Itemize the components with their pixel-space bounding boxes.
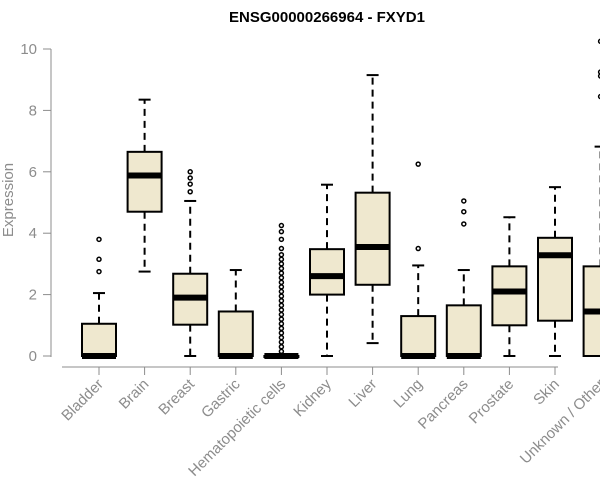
x-tick-label: Lung: [390, 376, 426, 412]
y-tick-label: 4: [29, 225, 37, 242]
box: [126, 150, 163, 213]
box-group: [400, 161, 437, 359]
outlier-point: [278, 344, 285, 350]
x-tick-label: Gastric: [198, 375, 244, 421]
outlier-point: [461, 198, 467, 204]
outlier-point: [278, 330, 285, 336]
outlier-point: [278, 334, 285, 341]
y-tick-label: 2: [29, 287, 37, 304]
boxes: [81, 38, 600, 359]
box: [81, 322, 117, 358]
outlier-point: [415, 245, 421, 252]
chart-title: ENSG00000266964 - FXYD1: [229, 9, 425, 26]
outlier-point: [187, 169, 193, 175]
outlier-point: [187, 189, 193, 195]
outlier-point: [96, 236, 102, 243]
outlier-point: [278, 236, 285, 243]
outlier-point: [278, 228, 285, 235]
outlier-point: [597, 69, 600, 75]
box-group: [354, 74, 391, 345]
outlier-point: [278, 348, 285, 355]
box: [445, 304, 482, 357]
box: [354, 191, 391, 286]
outlier-point: [278, 222, 285, 229]
y-ticks: 0 2 4 6 8 10: [20, 41, 51, 365]
x-tick-label: Bladder: [58, 376, 107, 425]
box-group: [445, 198, 482, 359]
y-axis-label: Expression: [0, 163, 17, 237]
outlier-point: [278, 261, 285, 267]
outlier-point: [278, 293, 285, 299]
y-tick-label: 10: [20, 41, 37, 58]
outlier-point: [96, 256, 102, 263]
box-group: [309, 183, 345, 357]
outlier-point: [96, 268, 102, 275]
outlier-point: [187, 175, 193, 181]
outlier-point: [187, 181, 193, 187]
y-tick-label: 0: [29, 348, 37, 365]
outlier-point: [278, 307, 285, 313]
x-tick-label: Prostate: [466, 376, 518, 428]
box-group: [537, 186, 573, 357]
outlier-point: [597, 38, 600, 45]
box-group: [172, 169, 209, 357]
outlier-point: [461, 221, 467, 227]
outlier-point: [278, 284, 285, 290]
box: [491, 265, 528, 327]
x-tick-label: Pancreas: [415, 376, 472, 433]
outlier-point: [278, 265, 285, 272]
box: [400, 315, 437, 357]
outlier-point: [278, 245, 285, 252]
outlier-point: [278, 325, 285, 332]
x-tick-label: Breast: [155, 375, 198, 418]
x-tick-label: Liver: [345, 376, 380, 411]
box: [537, 236, 573, 322]
box-group: [217, 269, 254, 359]
outlier-point: [278, 311, 285, 318]
y-tick-label: 8: [29, 102, 37, 119]
outlier-point: [278, 270, 285, 276]
outlier-point: [278, 274, 285, 281]
box-group: [126, 98, 163, 273]
box: [309, 248, 345, 296]
outlier-point: [278, 256, 285, 263]
outlier-point: [278, 251, 285, 258]
x-tick-label: Skin: [530, 376, 563, 409]
box-group: [81, 236, 117, 359]
outlier-point: [278, 288, 285, 295]
box: [217, 310, 254, 357]
outlier-point: [278, 279, 285, 286]
outlier-point: [278, 316, 285, 322]
outlier-point: [597, 73, 600, 79]
outlier-point: [415, 161, 421, 167]
outlier-point: [278, 297, 285, 304]
y-axis: 0 2 4 6 8 10 Expression: [0, 41, 52, 365]
y-tick-label: 6: [29, 164, 37, 181]
x-tick-label: Kidney: [290, 375, 335, 420]
outlier-point: [278, 339, 285, 345]
box-group: [582, 38, 600, 357]
box-group: [491, 216, 528, 357]
outlier-point: [278, 321, 285, 327]
outlier-point: [461, 208, 467, 215]
outlier-point: [278, 302, 285, 309]
outlier-point: [597, 93, 600, 100]
x-tick-label: Brain: [116, 376, 153, 413]
box-group: [263, 222, 300, 359]
